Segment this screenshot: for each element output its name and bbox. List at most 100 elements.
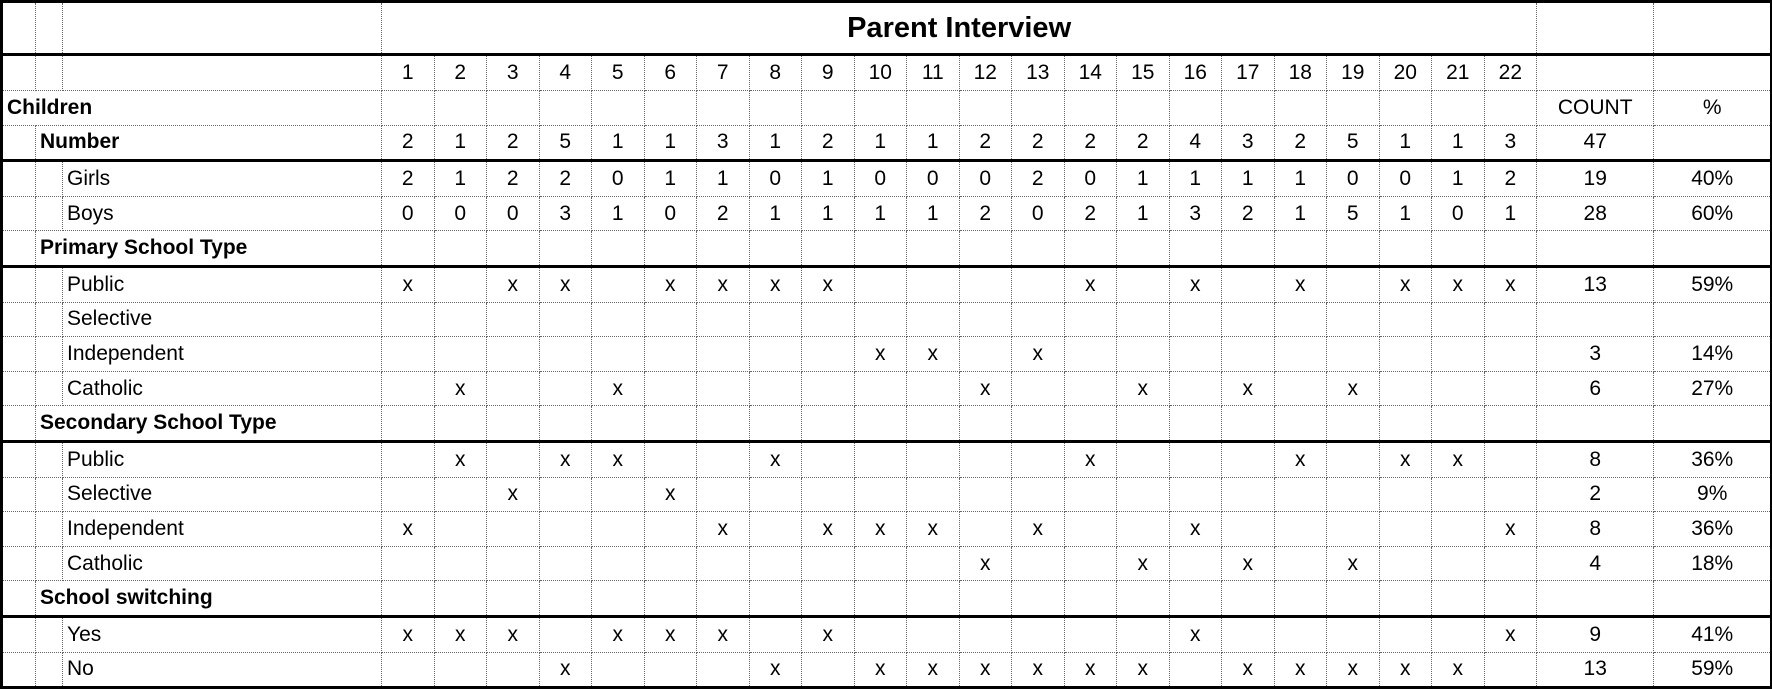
- value-cell: [1273, 90, 1327, 126]
- value-cell: [433, 230, 487, 267]
- value-cell: [1326, 264, 1380, 303]
- value-cell: [853, 90, 907, 126]
- mark-cell: x: [538, 439, 592, 478]
- value-cell: 1: [1116, 159, 1170, 197]
- mark-cell: x: [591, 439, 645, 478]
- mark-cell: x: [486, 476, 540, 513]
- value-cell: [748, 511, 802, 547]
- percent-cell: [1653, 580, 1772, 617]
- value-cell: [1378, 476, 1432, 513]
- value-cell: [433, 336, 487, 372]
- value-cell: [538, 545, 592, 582]
- value-cell: [591, 651, 645, 689]
- value-cell: [486, 580, 540, 617]
- value-cell: [1431, 614, 1485, 653]
- value-cell: [381, 651, 435, 689]
- indent-cell: [1, 230, 36, 267]
- value-cell: 2: [1483, 159, 1538, 197]
- mark-cell: x: [1221, 545, 1275, 582]
- value-cell: 1: [853, 124, 907, 162]
- value-cell: [801, 405, 855, 442]
- column-header-row: 1 2 3 4 5 6 7 8 9 10 11 12 13 14 15 16 17 18 19 20 21 22: [1, 54, 1772, 91]
- value-cell: 0: [1063, 159, 1117, 197]
- value-cell: [1221, 614, 1275, 653]
- column-header: 11: [906, 54, 960, 91]
- value-cell: [1116, 230, 1170, 267]
- mark-cell: x: [1378, 651, 1432, 689]
- empty-cell: [1653, 1, 1772, 56]
- value-cell: [748, 405, 802, 442]
- value-cell: [853, 545, 907, 582]
- count-cell: COUNT: [1536, 90, 1655, 126]
- row-label: Boys: [62, 195, 382, 232]
- value-cell: [958, 230, 1012, 267]
- value-cell: [906, 545, 960, 582]
- mark-cell: x: [958, 651, 1012, 689]
- value-cell: [1168, 301, 1222, 338]
- value-cell: 2: [538, 159, 592, 197]
- mark-cell: x: [906, 336, 960, 372]
- indent-cell: [1, 370, 36, 407]
- column-header: 3: [486, 54, 540, 91]
- mark-cell: x: [1483, 511, 1538, 547]
- value-cell: [381, 405, 435, 442]
- value-cell: [1063, 370, 1117, 407]
- table-row: Boys 0 0 0 3 1 0 2 1 1 1 1 2 0 2 1 3 2 1 5 1 0 1 28 60%: [1, 195, 1772, 232]
- table-row: No x x x x x x x x x x x x x 13 59%: [1, 651, 1772, 689]
- value-cell: [1326, 230, 1380, 267]
- value-cell: [1483, 336, 1538, 372]
- value-cell: 2: [1063, 124, 1117, 162]
- value-cell: [958, 405, 1012, 442]
- value-cell: [1011, 580, 1065, 617]
- value-cell: [958, 511, 1012, 547]
- value-cell: [1326, 405, 1380, 442]
- mark-cell: x: [1116, 545, 1170, 582]
- value-cell: 2: [486, 124, 540, 162]
- value-cell: [801, 439, 855, 478]
- count-cell: 47: [1536, 124, 1655, 162]
- table-row: Secondary School Type: [1, 405, 1772, 442]
- value-cell: [1011, 545, 1065, 582]
- indent-cell: [1, 159, 36, 197]
- value-cell: [801, 545, 855, 582]
- value-cell: [1378, 230, 1432, 267]
- value-cell: [958, 614, 1012, 653]
- value-cell: [1116, 439, 1170, 478]
- row-label: Catholic: [62, 370, 382, 407]
- count-cell: 13: [1536, 264, 1655, 303]
- value-cell: [1221, 511, 1275, 547]
- value-cell: [1063, 476, 1117, 513]
- value-cell: [538, 301, 592, 338]
- value-cell: [906, 614, 960, 653]
- value-cell: 2: [381, 159, 435, 197]
- value-cell: 3: [538, 195, 592, 232]
- value-cell: [1116, 476, 1170, 513]
- indent-cell: [1, 336, 36, 372]
- mark-cell: x: [853, 336, 907, 372]
- value-cell: [1378, 405, 1432, 442]
- column-header: 5: [591, 54, 645, 91]
- value-cell: [1221, 580, 1275, 617]
- value-cell: [433, 545, 487, 582]
- mark-cell: x: [748, 439, 802, 478]
- count-cell: 8: [1536, 439, 1655, 478]
- value-cell: [591, 336, 645, 372]
- value-cell: [1483, 476, 1538, 513]
- value-cell: [1326, 511, 1380, 547]
- value-cell: [1011, 230, 1065, 267]
- percent-cell: [1653, 405, 1772, 442]
- mark-cell: x: [906, 651, 960, 689]
- mark-cell: x: [1063, 264, 1117, 303]
- value-cell: 0: [381, 195, 435, 232]
- value-cell: [643, 651, 697, 689]
- value-cell: [1168, 370, 1222, 407]
- mark-cell: x: [381, 264, 435, 303]
- value-cell: [1483, 90, 1538, 126]
- value-cell: [486, 90, 540, 126]
- value-cell: [958, 336, 1012, 372]
- value-cell: [801, 301, 855, 338]
- value-cell: [1483, 439, 1538, 478]
- mark-cell: x: [1431, 651, 1485, 689]
- row-label: Selective: [62, 476, 382, 513]
